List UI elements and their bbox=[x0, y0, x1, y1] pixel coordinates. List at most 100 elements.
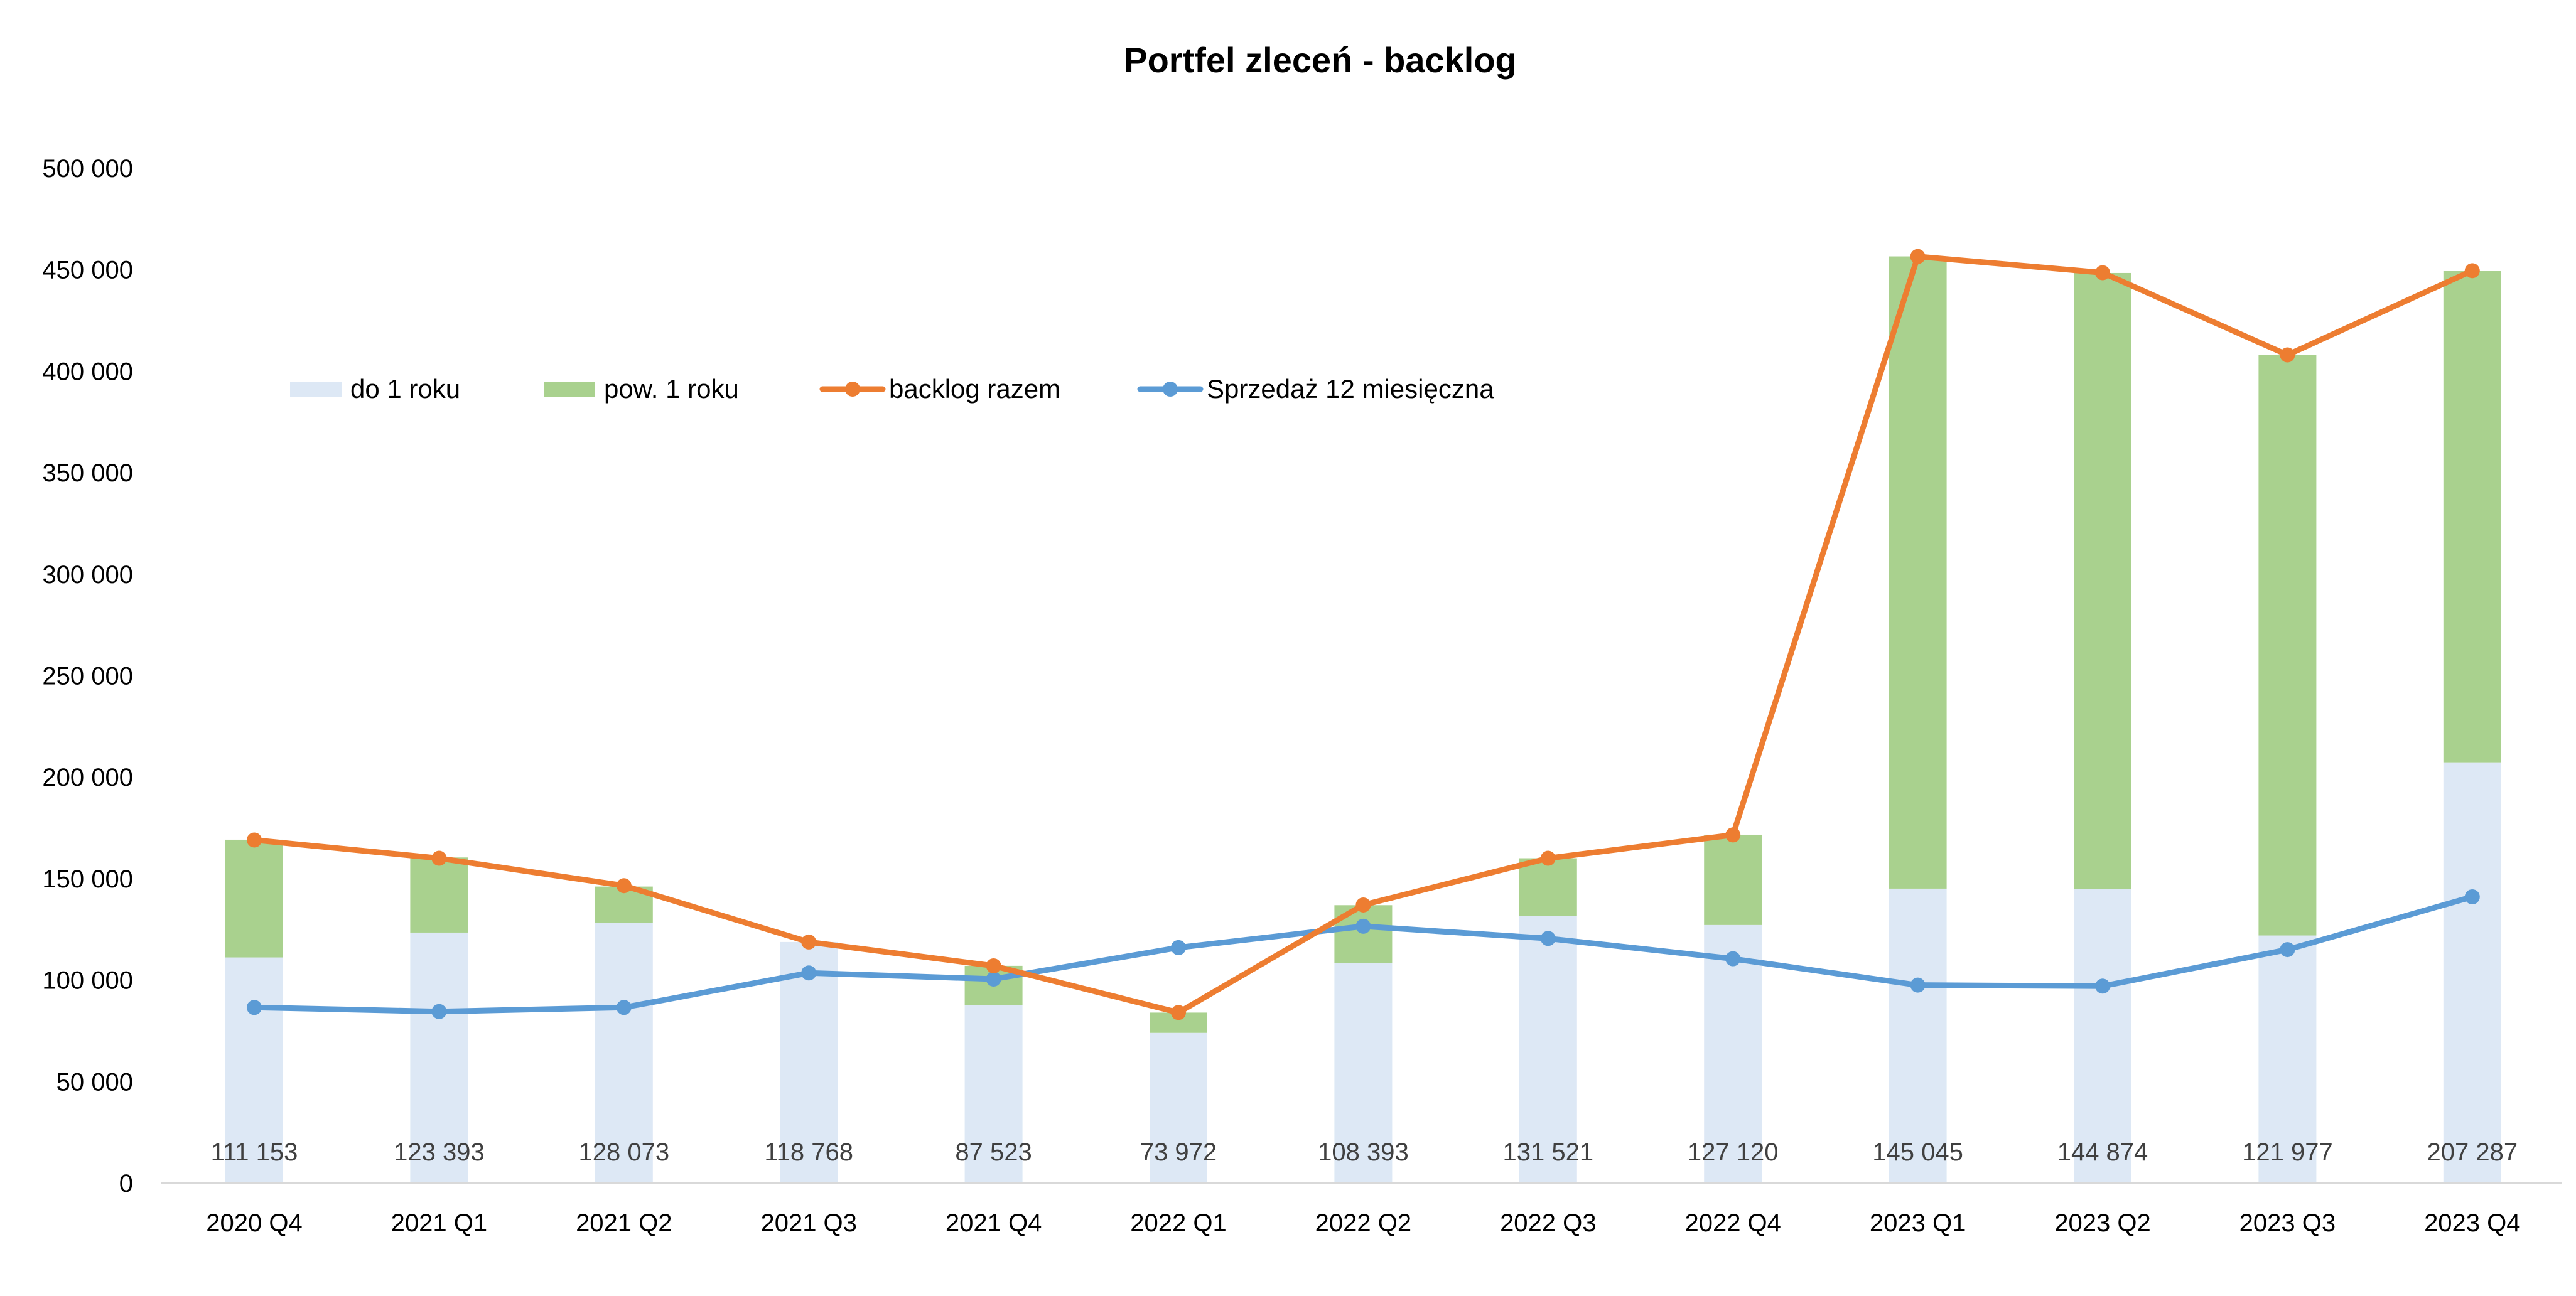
bar-do-1-roku bbox=[1150, 1032, 1207, 1183]
lines bbox=[247, 249, 2480, 1020]
point-sprzedaz-12-miesieczna bbox=[1171, 940, 1186, 955]
bars bbox=[225, 256, 2501, 1183]
point-backlog-razem bbox=[2095, 265, 2110, 281]
legend: do 1 roku pow. 1 roku backlog razem Sprzeda… bbox=[290, 374, 1494, 404]
y-tick-label: 50 000 bbox=[57, 1068, 133, 1096]
data-label: 131 521 bbox=[1503, 1138, 1594, 1166]
x-axis: 2020 Q4 2021 Q1 2021 Q2 2021 Q3 2021 Q4 2022 … bbox=[161, 1182, 2562, 1237]
data-label: 118 768 bbox=[764, 1138, 853, 1166]
point-backlog-razem bbox=[2464, 263, 2480, 279]
bar-pow-1-roku bbox=[2258, 355, 2317, 936]
point-sprzedaz-12-miesieczna bbox=[1355, 918, 1371, 934]
bar-do-1-roku bbox=[1704, 924, 1762, 1183]
x-tick-label: 2022 Q4 bbox=[1684, 1209, 1781, 1237]
bar-do-1-roku bbox=[410, 932, 468, 1183]
point-backlog-razem bbox=[247, 832, 262, 848]
legend-swatch-do-1-roku bbox=[290, 382, 342, 397]
data-label: 128 073 bbox=[579, 1138, 670, 1166]
bar-pow-1-roku bbox=[225, 839, 283, 958]
y-tick-label: 100 000 bbox=[42, 967, 133, 995]
point-backlog-razem bbox=[2280, 347, 2295, 363]
data-label: 121 977 bbox=[2242, 1138, 2333, 1166]
x-tick-label: 2023 Q1 bbox=[1870, 1209, 1966, 1237]
bar-do-1-roku bbox=[964, 1005, 1023, 1183]
point-sprzedaz-12-miesieczna bbox=[431, 1004, 447, 1019]
y-axis: 0 50 000 100 000 150 000 200 000 250 000 300 0… bbox=[42, 155, 133, 1197]
legend-swatch-pow-1-roku bbox=[544, 382, 595, 397]
point-backlog-razem bbox=[1910, 249, 1926, 264]
bar-pow-1-roku bbox=[1889, 256, 1947, 889]
bar-pow-1-roku bbox=[1519, 858, 1577, 916]
y-tick-label: 150 000 bbox=[42, 865, 133, 893]
y-tick-label: 300 000 bbox=[42, 561, 133, 589]
y-tick-label: 250 000 bbox=[42, 663, 133, 690]
x-tick-label: 2021 Q1 bbox=[391, 1209, 487, 1237]
point-sprzedaz-12-miesieczna bbox=[2095, 978, 2110, 994]
x-tick-label: 2022 Q1 bbox=[1130, 1209, 1226, 1237]
point-sprzedaz-12-miesieczna bbox=[2280, 942, 2295, 958]
data-label: 207 287 bbox=[2427, 1138, 2518, 1166]
y-tick-label: 450 000 bbox=[42, 257, 133, 284]
data-labels: 111 153 123 393 128 073 118 768 87 523 73 972… bbox=[211, 1138, 2518, 1166]
bar-pow-1-roku bbox=[2443, 271, 2501, 763]
point-sprzedaz-12-miesieczna bbox=[1910, 977, 1926, 993]
x-tick-label: 2021 Q3 bbox=[760, 1209, 856, 1237]
legend-label-backlog-razem: backlog razem bbox=[889, 374, 1060, 404]
data-label: 108 393 bbox=[1318, 1138, 1409, 1166]
point-sprzedaz-12-miesieczna bbox=[801, 965, 817, 981]
point-backlog-razem bbox=[1355, 897, 1371, 913]
chart-title: Portfel zleceń - backlog bbox=[1124, 40, 1517, 80]
x-tick-label: 2023 Q3 bbox=[2239, 1209, 2336, 1237]
y-tick-label: 350 000 bbox=[42, 459, 133, 487]
x-tick-label: 2021 Q4 bbox=[946, 1209, 1042, 1237]
point-backlog-razem bbox=[986, 958, 1001, 973]
bar-do-1-roku bbox=[2258, 935, 2317, 1183]
point-sprzedaz-12-miesieczna bbox=[2464, 889, 2480, 905]
bar-pow-1-roku bbox=[1704, 834, 1762, 925]
y-tick-label: 400 000 bbox=[42, 358, 133, 385]
bar-do-1-roku bbox=[1889, 888, 1947, 1183]
point-sprzedaz-12-miesieczna bbox=[616, 1000, 632, 1015]
data-label: 123 393 bbox=[394, 1138, 485, 1166]
point-sprzedaz-12-miesieczna bbox=[1540, 931, 1556, 946]
legend-marker-sprzedaz-12-miesieczna bbox=[1163, 382, 1178, 397]
bar-do-1-roku bbox=[1334, 963, 1393, 1183]
x-tick-label: 2020 Q4 bbox=[206, 1209, 302, 1237]
data-label: 87 523 bbox=[955, 1138, 1032, 1166]
data-label: 144 874 bbox=[2057, 1138, 2148, 1166]
point-backlog-razem bbox=[801, 934, 817, 950]
x-tick-label: 2023 Q4 bbox=[2424, 1209, 2520, 1237]
point-backlog-razem bbox=[1171, 1005, 1186, 1020]
x-tick-label: 2023 Q2 bbox=[2054, 1209, 2150, 1237]
y-tick-label: 0 bbox=[119, 1170, 133, 1197]
legend-label-pow-1-roku: pow. 1 roku bbox=[604, 374, 739, 404]
y-tick-label: 200 000 bbox=[42, 764, 133, 791]
point-backlog-razem bbox=[1540, 850, 1556, 866]
bar-do-1-roku bbox=[2074, 889, 2131, 1183]
x-tick-label: 2022 Q3 bbox=[1500, 1209, 1596, 1237]
data-label: 145 045 bbox=[1872, 1138, 1963, 1166]
legend-label-do-1-roku: do 1 roku bbox=[350, 374, 460, 404]
bar-do-1-roku bbox=[595, 923, 653, 1183]
x-tick-label: 2021 Q2 bbox=[576, 1209, 672, 1237]
point-backlog-razem bbox=[616, 878, 632, 894]
bar-pow-1-roku bbox=[410, 857, 468, 933]
point-backlog-razem bbox=[1725, 827, 1741, 843]
data-label: 111 153 bbox=[211, 1138, 298, 1166]
point-sprzedaz-12-miesieczna bbox=[986, 971, 1001, 987]
bar-do-1-roku bbox=[225, 957, 283, 1183]
legend-label-sprzedaz-12-miesieczna: Sprzedaż 12 miesięczna bbox=[1207, 374, 1494, 404]
bar-do-1-roku bbox=[1519, 916, 1577, 1183]
bar-pow-1-roku bbox=[2074, 272, 2131, 889]
point-backlog-razem bbox=[431, 850, 447, 866]
bar-do-1-roku bbox=[780, 941, 838, 1183]
y-tick-label: 500 000 bbox=[42, 155, 133, 183]
data-label: 127 120 bbox=[1688, 1138, 1779, 1166]
point-sprzedaz-12-miesieczna bbox=[1725, 951, 1741, 967]
legend-marker-backlog-razem bbox=[845, 382, 860, 397]
data-label: 73 972 bbox=[1140, 1138, 1217, 1166]
bar-do-1-roku bbox=[2443, 762, 2501, 1183]
x-tick-label: 2022 Q2 bbox=[1315, 1209, 1411, 1237]
